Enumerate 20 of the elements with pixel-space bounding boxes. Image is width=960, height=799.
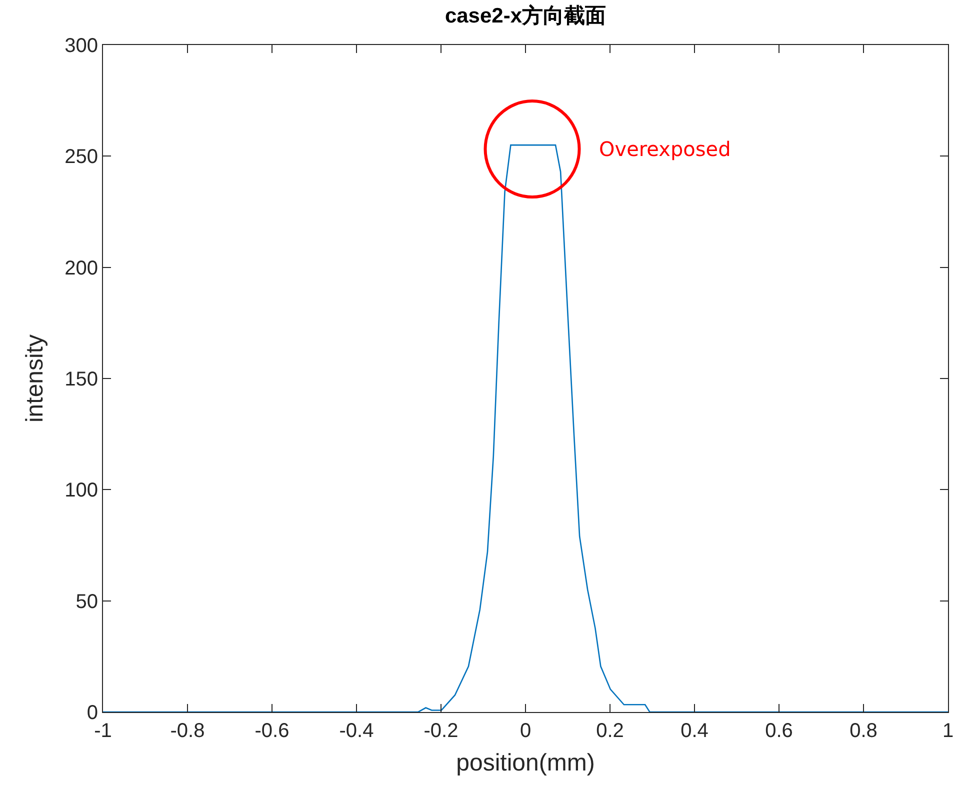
- x-axis-title: position(mm): [456, 749, 595, 776]
- y-tick-label: 150: [64, 368, 98, 390]
- x-tick-label: 0.2: [596, 720, 624, 742]
- x-tick-label: 0.6: [765, 720, 793, 742]
- y-tick-label: 100: [64, 480, 98, 502]
- y-tick-label: 300: [64, 35, 98, 57]
- annotation: Overexposed: [599, 137, 731, 161]
- y-tick-label: 200: [64, 257, 98, 280]
- y-tick-label: 50: [76, 590, 98, 613]
- x-tick-label: -0.2: [424, 720, 458, 742]
- y-tick-label: 250: [64, 146, 98, 168]
- x-tick-label: -0.4: [339, 720, 374, 742]
- x-tick-label: -0.8: [170, 720, 205, 742]
- x-tick-label: 1: [942, 720, 954, 742]
- x-tick-label: 0.4: [680, 720, 708, 742]
- y-axis-title: intensity: [22, 334, 49, 423]
- x-tick-label: 0: [520, 720, 532, 742]
- chart-title: case2-x方向截面: [444, 4, 606, 28]
- x-tick-label: -0.6: [254, 720, 290, 742]
- x-tick-label: 0.8: [850, 720, 878, 742]
